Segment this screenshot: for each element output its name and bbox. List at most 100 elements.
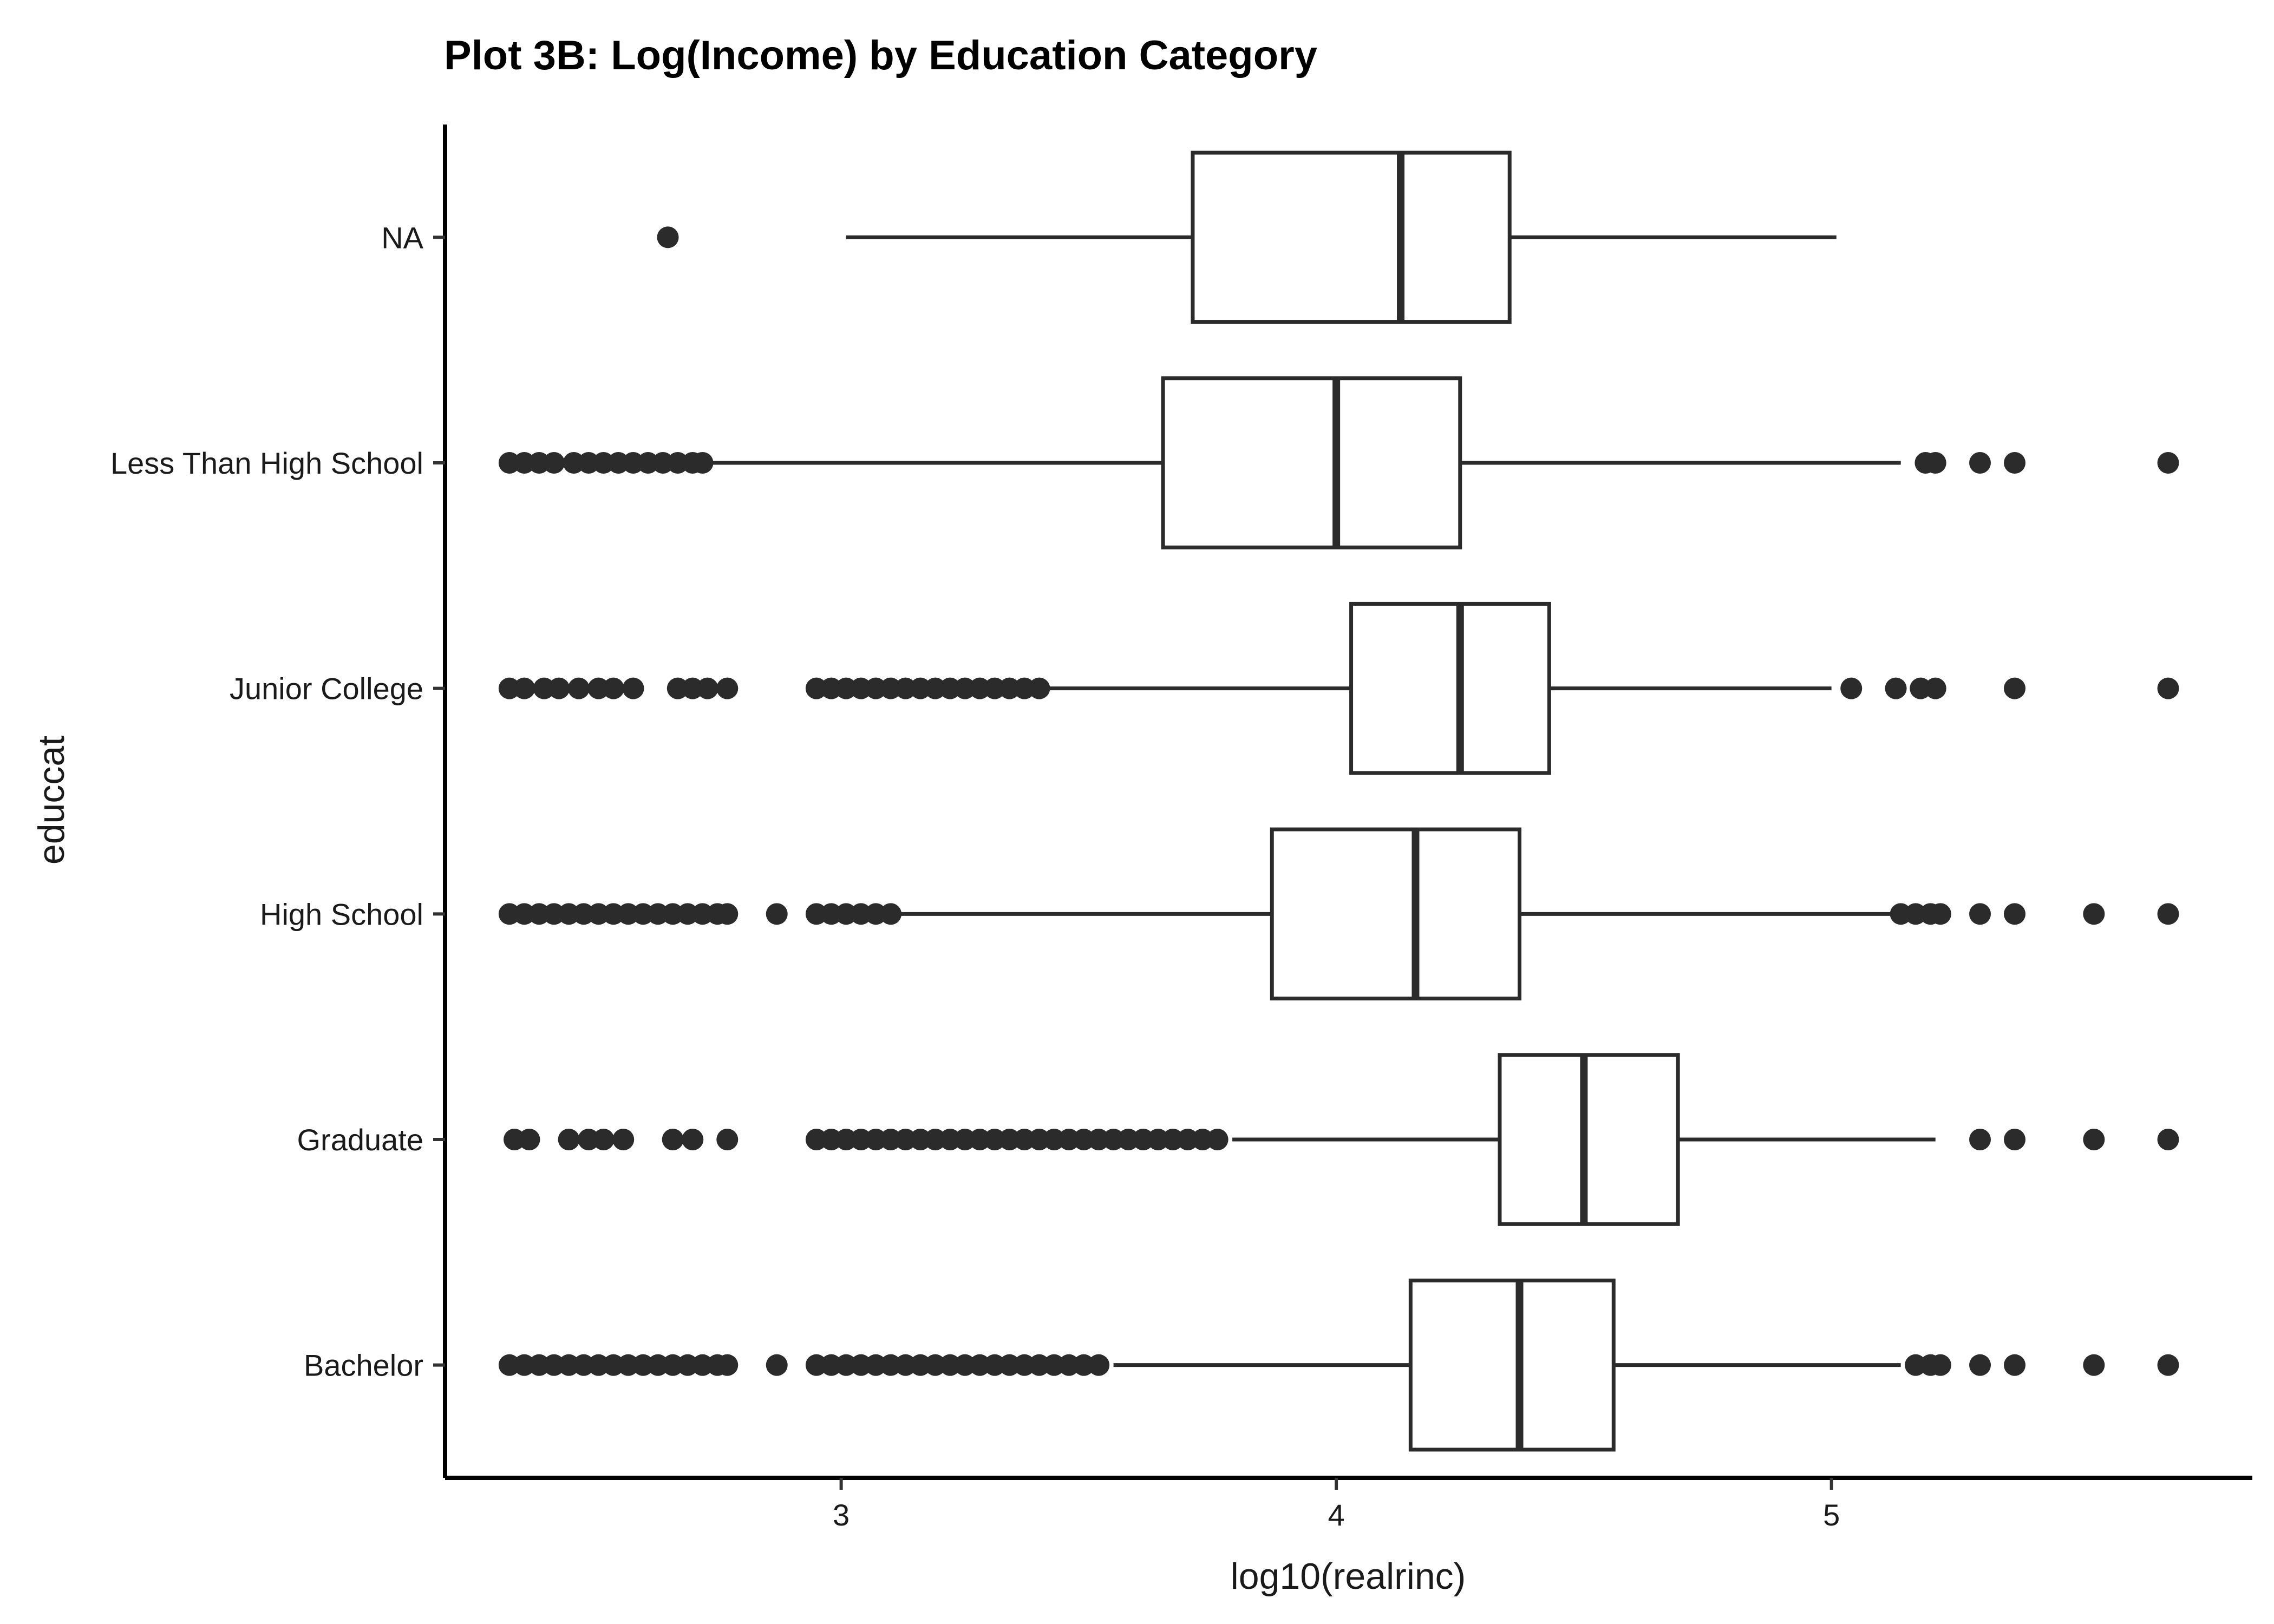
outlier-point: [820, 1354, 842, 1376]
outlier-point: [716, 903, 739, 925]
outlier-point: [691, 903, 714, 925]
outlier-point: [865, 677, 887, 699]
outlier-point: [766, 1354, 788, 1376]
outlier-point: [587, 1354, 610, 1376]
outlier-point: [969, 677, 991, 699]
outlier-point: [2157, 1129, 2179, 1150]
outlier-point: [498, 452, 520, 474]
outlier-point: [1162, 1129, 1184, 1150]
outlier-point: [998, 677, 1021, 699]
outlier-point: [1073, 1354, 1095, 1376]
outlier-point: [696, 677, 718, 699]
outlier-point: [805, 677, 827, 699]
outlier-point: [592, 452, 615, 474]
outlier-point: [984, 1354, 1006, 1376]
outlier-point: [984, 1129, 1006, 1150]
outlier-point: [1905, 1354, 1927, 1376]
outlier-point: [2004, 452, 2026, 474]
outlier-point: [602, 677, 624, 699]
outlier-point: [1058, 1354, 1080, 1376]
outlier-point: [1905, 903, 1927, 925]
outlier-point: [1088, 1354, 1110, 1376]
outlier-point: [513, 452, 535, 474]
outlier-point: [513, 903, 535, 925]
outlier-point: [2004, 1354, 2026, 1376]
outlier-point: [1028, 1129, 1050, 1150]
outlier-point: [835, 1354, 857, 1376]
outlier-point: [682, 677, 704, 699]
x-axis-ticks: 3 4 5: [833, 1478, 1840, 1532]
outlier-point: [632, 903, 654, 925]
outlier-point: [2004, 677, 2026, 699]
outlier-point: [894, 1129, 917, 1150]
outlier-point: [969, 1129, 991, 1150]
outlier-point: [518, 1129, 540, 1150]
outlier-point: [1013, 1354, 1035, 1376]
outlier-point: [894, 677, 917, 699]
iqr-box: [1270, 827, 1522, 1001]
outlier-point: [563, 452, 585, 474]
outlier-point: [939, 677, 961, 699]
outlier-point: [647, 1354, 669, 1376]
outlier-point: [998, 1129, 1021, 1150]
iqr-box: [1349, 601, 1551, 775]
outlier-point: [682, 1129, 704, 1150]
outlier-point: [880, 903, 902, 925]
y-axis-title: educcat: [31, 736, 72, 865]
outlier-point: [820, 1129, 842, 1150]
outlier-point: [637, 452, 659, 474]
outlier-point: [528, 1354, 550, 1376]
y-axis-ticks: NA Less Than High School Junior College Hig…: [110, 220, 445, 1383]
outlier-point: [543, 1354, 565, 1376]
outlier-point: [513, 1354, 535, 1376]
outlier-point: [1118, 1129, 1140, 1150]
outlier-point: [924, 677, 946, 699]
outlier-point: [543, 452, 565, 474]
outlier-point: [1929, 903, 1951, 925]
outlier-point: [652, 452, 674, 474]
outlier-point: [835, 903, 857, 925]
y-tick-label-1: Less Than High School: [110, 446, 423, 480]
outlier-point: [558, 1129, 580, 1150]
outlier-point: [666, 452, 689, 474]
iqr-box: [1191, 150, 1512, 324]
outlier-point: [1058, 1129, 1080, 1150]
outlier-point: [1177, 1129, 1199, 1150]
outlier-point: [513, 677, 535, 699]
iqr-box: [1408, 1278, 1616, 1452]
outlier-point: [543, 903, 565, 925]
outlier-point: [1132, 1129, 1154, 1150]
outlier-point: [1969, 903, 1991, 925]
outlier-point: [850, 903, 872, 925]
outlier-point: [662, 1129, 684, 1150]
outlier-point: [1969, 452, 1991, 474]
outlier-point: [939, 1354, 961, 1376]
outlier-point: [1929, 1354, 1951, 1376]
outlier-point: [622, 452, 644, 474]
outlier-point: [607, 452, 630, 474]
outlier-point: [924, 1129, 946, 1150]
outlier-point: [865, 1129, 887, 1150]
outlier-point: [805, 1129, 827, 1150]
outlier-point: [1013, 1129, 1035, 1150]
outlier-point: [835, 677, 857, 699]
outlier-point: [2083, 1129, 2105, 1150]
y-tick-label-0: NA: [381, 220, 423, 254]
outlier-point: [1890, 903, 1912, 925]
outlier-point: [691, 1354, 714, 1376]
outlier-point: [1043, 1129, 1065, 1150]
x-tick-label-2: 5: [1823, 1498, 1840, 1532]
boxplot-5: [498, 1278, 2179, 1452]
outlier-point: [820, 677, 842, 699]
outlier-point: [2157, 903, 2179, 925]
outlier-point: [573, 1354, 595, 1376]
outlier-point: [984, 677, 1006, 699]
outlier-point: [924, 1354, 946, 1376]
outlier-point: [587, 677, 610, 699]
outlier-point: [909, 1129, 931, 1150]
outlier-point: [578, 452, 600, 474]
outlier-point: [1073, 1129, 1095, 1150]
outlier-point: [622, 677, 644, 699]
iqr-box: [1498, 1053, 1680, 1226]
outlier-point: [954, 677, 976, 699]
